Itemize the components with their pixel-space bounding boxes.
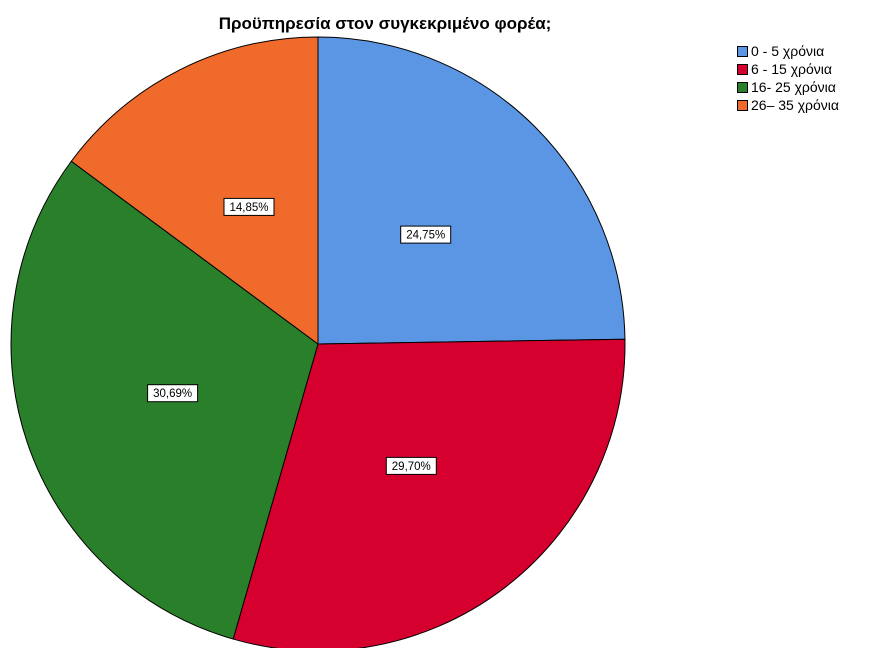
legend-label-3: 16- 25 χρόνια: [751, 79, 836, 95]
data-label-4: 14,85%: [229, 202, 268, 214]
legend-swatch-4: [737, 99, 748, 111]
legend-swatch-3: [737, 81, 748, 93]
chart-title: Προϋπηρεσία στον συγκεκριμένο φορέα;: [218, 14, 552, 33]
legend-item-3: 16- 25 χρόνια: [737, 78, 867, 96]
pie-slice-2: [232, 338, 626, 648]
legend-swatch-1: [737, 45, 748, 57]
chart-legend: 0 - 5 χρόνια 6 - 15 χρόνια 16- 25 χρόνια 26…: [737, 42, 867, 114]
data-label-2: 29,70%: [392, 461, 431, 473]
legend-label-2: 6 - 15 χρόνια: [751, 61, 832, 77]
data-label-box-3: [147, 384, 199, 403]
legend-swatch-2: [737, 63, 748, 75]
data-label-1: 24,75%: [406, 230, 445, 242]
pie-slice-4: [70, 36, 319, 345]
legend-item-1: 0 - 5 χρόνια: [737, 42, 867, 60]
legend-item-2: 6 - 15 χρόνια: [737, 60, 867, 78]
data-label-box-4: [223, 197, 275, 216]
data-label-box-2: [385, 456, 437, 475]
legend-label-1: 0 - 5 χρόνια: [751, 43, 825, 59]
data-label-3: 30,69%: [153, 388, 192, 400]
pie-slice-1: [317, 36, 626, 345]
legend-item-4: 26– 35 χρόνια: [737, 96, 867, 114]
data-label-box-1: [400, 225, 452, 244]
legend-label-4: 26– 35 χρόνια: [751, 97, 840, 113]
